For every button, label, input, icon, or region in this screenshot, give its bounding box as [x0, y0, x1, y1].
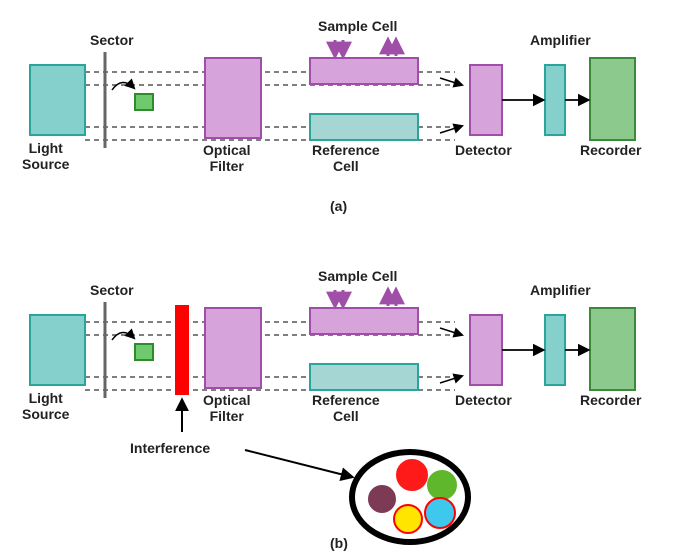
- filter-dot-yellow: [394, 505, 422, 533]
- filter-dot-purple: [369, 486, 395, 512]
- sector-label: Sector: [90, 32, 134, 48]
- filter-dot-red: [397, 460, 427, 490]
- optical-filter-label: Optical Filter: [203, 392, 250, 424]
- figure-b-label: (b): [330, 535, 348, 551]
- sample-cell-box: [310, 58, 418, 84]
- reference-cell-label: Reference Cell: [312, 142, 380, 174]
- interference-filter-bar: [175, 305, 189, 395]
- filter-dot-cyan: [425, 498, 455, 528]
- recorder-label: Recorder: [580, 392, 641, 408]
- sector-rotation-icon: [112, 82, 134, 90]
- amplifier-box: [545, 315, 565, 385]
- interference-label: Interference: [130, 440, 210, 456]
- detector-box: [470, 65, 502, 135]
- reference-cell-box: [310, 114, 418, 140]
- filter-dot-green: [428, 471, 456, 499]
- amplifier-label: Amplifier: [530, 32, 591, 48]
- detector-box: [470, 315, 502, 385]
- reference-cell-label: Reference Cell: [312, 392, 380, 424]
- sample-cell-label: Sample Cell: [318, 268, 397, 284]
- recorder-box: [590, 308, 635, 390]
- light-source-box: [30, 315, 85, 385]
- recorder-box: [590, 58, 635, 140]
- sector-label: Sector: [90, 282, 134, 298]
- interference-to-wheel-arrow-icon: [245, 450, 352, 477]
- sample-cell-box: [310, 308, 418, 334]
- reference-cell-box: [310, 364, 418, 390]
- amplifier-box: [545, 65, 565, 135]
- sample-cell-label: Sample Cell: [318, 18, 397, 34]
- light-source-label: Light Source: [22, 140, 69, 172]
- light-source-label: Light Source: [22, 390, 69, 422]
- sector-mirror-box: [135, 94, 153, 110]
- optical-filter-box: [205, 308, 261, 388]
- detector-label: Detector: [455, 392, 512, 408]
- amplifier-label: Amplifier: [530, 282, 591, 298]
- figure-a-label: (a): [330, 198, 347, 214]
- sector-rotation-icon: [112, 332, 134, 340]
- light-source-box: [30, 65, 85, 135]
- detector-label: Detector: [455, 142, 512, 158]
- recorder-label: Recorder: [580, 142, 641, 158]
- sector-mirror-box: [135, 344, 153, 360]
- optical-filter-box: [205, 58, 261, 138]
- optical-filter-label: Optical Filter: [203, 142, 250, 174]
